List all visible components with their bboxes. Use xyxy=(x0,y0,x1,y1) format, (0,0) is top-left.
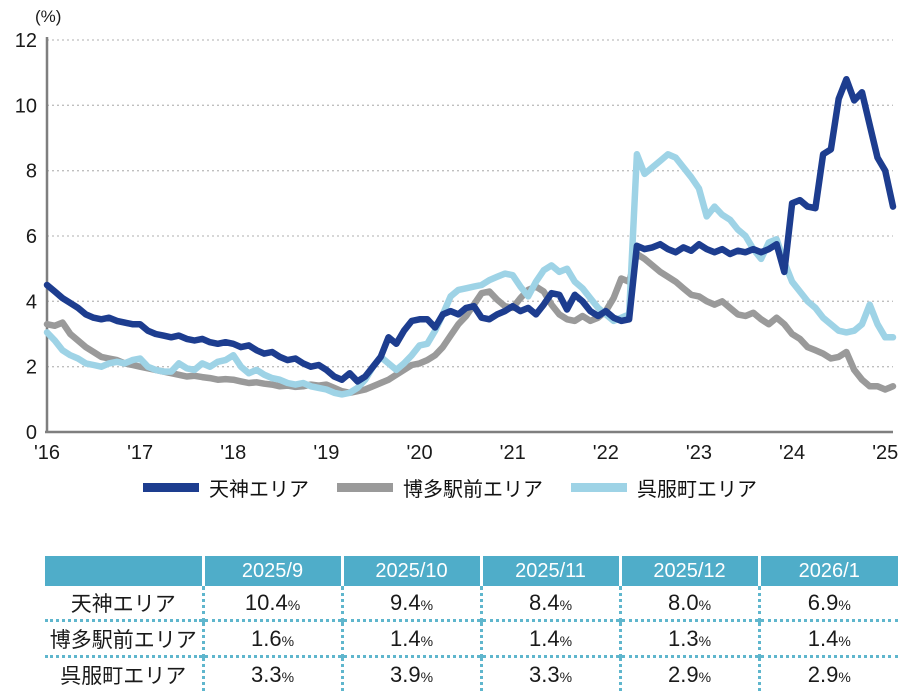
tenjin-2025-12: 8.0% xyxy=(618,586,759,621)
hakataekimae-2025-10: 1.4% xyxy=(340,619,481,657)
x-tick-label-18: '18 xyxy=(220,442,246,464)
y-tick-label-4: 4 xyxy=(26,291,37,313)
hakataekimae-2026-1: 1.4% xyxy=(757,619,898,657)
hakataekimae-line-swatch xyxy=(337,482,393,492)
table-row-hakataekimae: 博多駅前エリア 1.6% 1.4% 1.4% 1.3% 1.4% xyxy=(45,619,898,657)
x-tick-label-24: '24 xyxy=(779,442,805,464)
y-tick-label-6: 6 xyxy=(26,226,37,248)
line-chart-canvas: 0 2 4 6 8 10 12 (%) '16 '17 '18 '19 '20 '21 '22 '23 '24 '… xyxy=(15,7,899,464)
tenjin-line-swatch xyxy=(143,482,199,492)
legend-item-hakataekimae: 博多駅前エリア xyxy=(337,473,543,502)
table-row-tenjin: 天神エリア 10.4% 9.4% 8.4% 8.0% 6.9% xyxy=(45,586,898,621)
table-corner-cell xyxy=(45,556,203,586)
legend-item-gofukumachi: 呉服町エリア xyxy=(571,473,757,502)
gofukumachi-2025-12: 2.9% xyxy=(618,655,759,691)
row-label-gofukumachi: 呉服町エリア xyxy=(45,655,203,691)
col-header-2025-11: 2025/11 xyxy=(479,556,620,586)
y-tick-label-12: 12 xyxy=(15,30,37,52)
hakataekimae-2025-9: 1.6% xyxy=(201,619,342,657)
table-header-row: 2025/9 2025/10 2025/11 2025/12 2026/1 xyxy=(45,556,898,586)
x-tick-label-23: '23 xyxy=(686,442,712,464)
x-tick-label-21: '21 xyxy=(500,442,526,464)
x-tick-label-20: '20 xyxy=(407,442,433,464)
legend-item-tenjin: 天神エリア xyxy=(143,473,309,502)
col-header-2025-10: 2025/10 xyxy=(340,556,481,586)
series-line-0 xyxy=(43,75,897,385)
y-axis-unit-label: (%) xyxy=(35,7,61,26)
x-tick-label-19: '19 xyxy=(313,442,339,464)
vacancy-rate-chart: 0 2 4 6 8 10 12 (%) '16 '17 '18 '19 '20 '21 '22 '23 '24 '… xyxy=(15,7,899,464)
row-label-hakataekimae: 博多駅前エリア xyxy=(45,619,203,657)
y-tick-label-10: 10 xyxy=(15,95,37,117)
table-row-gofukumachi: 呉服町エリア 3.3% 3.9% 3.3% 2.9% 2.9% xyxy=(45,655,898,691)
x-tick-label-16: '16 xyxy=(34,442,60,464)
x-tick-label-22: '22 xyxy=(593,442,619,464)
legend-label-tenjin: 天神エリア xyxy=(209,478,309,501)
y-tick-label-8: 8 xyxy=(26,161,37,183)
series-line-2 xyxy=(43,151,897,398)
chart-legend: 天神エリア 博多駅前エリア 呉服町エリア xyxy=(0,470,900,504)
gofukumachi-line-swatch xyxy=(571,482,627,492)
gofukumachi-2025-9: 3.3% xyxy=(201,655,342,691)
gofukumachi-2025-10: 3.9% xyxy=(340,655,481,691)
tenjin-2025-10: 9.4% xyxy=(340,586,481,621)
gofukumachi-2025-11: 3.3% xyxy=(479,655,620,691)
tenjin-2025-11: 8.4% xyxy=(479,586,620,621)
row-label-tenjin: 天神エリア xyxy=(45,586,203,621)
tenjin-2025-9: 10.4% xyxy=(201,586,342,621)
legend-label-gofukumachi: 呉服町エリア xyxy=(637,478,757,501)
monthly-vacancy-table: 2025/9 2025/10 2025/11 2025/12 2026/1 天神… xyxy=(45,556,898,691)
vacancy-table: 2025/9 2025/10 2025/11 2025/12 2026/1 天神… xyxy=(45,556,898,691)
col-header-2026-1: 2026/1 xyxy=(757,556,898,586)
col-header-2025-9: 2025/9 xyxy=(201,556,342,586)
tenjin-2026-1: 6.9% xyxy=(757,586,898,621)
x-tick-label-25: '25 xyxy=(872,442,898,464)
y-tick-label-0: 0 xyxy=(26,422,37,444)
hakataekimae-2025-12: 1.3% xyxy=(618,619,759,657)
legend-label-hakataekimae: 博多駅前エリア xyxy=(403,478,543,501)
col-header-2025-12: 2025/12 xyxy=(618,556,759,586)
x-tick-label-17: '17 xyxy=(127,442,153,464)
hakataekimae-2025-11: 1.4% xyxy=(479,619,620,657)
y-tick-label-2: 2 xyxy=(26,357,37,379)
gofukumachi-2026-1: 2.9% xyxy=(757,655,898,691)
